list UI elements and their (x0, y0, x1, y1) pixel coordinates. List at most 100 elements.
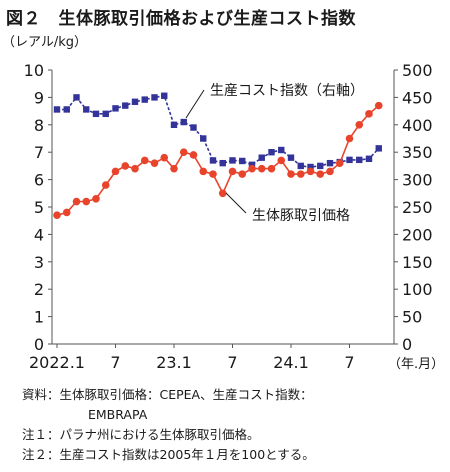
y-right-tick-label: 150 (402, 253, 433, 272)
y-left-tick-label: 6 (34, 171, 44, 190)
y-right-tick-label: 350 (402, 143, 433, 162)
cost-index-point (83, 106, 90, 113)
pig-price-point (62, 208, 71, 217)
pig-price-point (140, 156, 149, 165)
y-left-tick-label: 0 (34, 335, 44, 354)
x-tick-label: 7 (344, 353, 354, 372)
cost-index-point (239, 157, 246, 165)
cost-index-point (229, 157, 236, 164)
y-right-tick-label: 500 (402, 61, 433, 80)
y-left-tick-label: 9 (34, 88, 44, 107)
y-right-tick-label: 250 (402, 198, 433, 217)
cost-index-point (102, 110, 109, 118)
y-right-tick-label: 400 (402, 116, 433, 135)
series-layer (53, 92, 383, 220)
pig-price-point (277, 156, 286, 165)
y-right-tick-labels: 0 50 100 150 200 250 300 350 400 450 500 (394, 61, 433, 354)
x-tick-label: 7 (227, 353, 237, 372)
cost-index-point (346, 156, 353, 164)
pig-price-point (160, 153, 169, 162)
y-left-tick-label: 4 (34, 225, 44, 244)
notes: 資料：生体豚取引価格：CEPEA、生産コスト指数： EMBRAPA 注１：パラナ… (22, 385, 315, 465)
cost-index-point (63, 106, 70, 113)
pig-price-point (111, 167, 120, 176)
pig-price-point (248, 164, 256, 173)
pig-price-point (296, 170, 305, 178)
cost-index-point (122, 102, 129, 109)
y-left-tick-labels: 0 1 2 3 4 5 6 7 8 9 10 (24, 61, 52, 354)
cost-index-point (92, 110, 100, 118)
cost-index-point (287, 154, 295, 161)
series-line (57, 94, 380, 168)
cost-index-point (375, 145, 382, 152)
pig-price-point (150, 159, 159, 167)
cost-index-point (53, 106, 61, 113)
pig-price-point (72, 197, 81, 206)
pig-price-point (92, 194, 100, 203)
note-2: 注２：生産コスト指数は2005年１月を100とする。 (22, 447, 315, 462)
x-tick-label: 23.1 (156, 353, 192, 372)
y-right-tick-label: 450 (402, 88, 433, 107)
x-tick-label: 2022.1 (29, 353, 85, 372)
pig-price-point (306, 167, 315, 176)
pig-price-point (82, 197, 91, 206)
y-right-tick-label: 0 (402, 335, 412, 354)
pig-price-point (345, 134, 354, 143)
cost-index-point (356, 156, 363, 164)
cost-index-point (141, 96, 148, 103)
price-leader-line (225, 192, 247, 214)
x-tick-labels: 2022.1 7 23.1 7 24.1 7 (29, 344, 355, 372)
pig-price-point (326, 167, 334, 176)
pig-price-point (170, 164, 178, 173)
y-right-tick-label: 200 (402, 225, 433, 244)
y-left-tick-label: 7 (34, 143, 44, 162)
note-source: 資料：生体豚取引価格：CEPEA、生産コスト指数： (22, 387, 313, 402)
cost-index-point (151, 94, 158, 101)
x-tick-label: 24.1 (273, 353, 309, 372)
pig-price-point (218, 189, 227, 198)
pig-price-point (189, 151, 198, 159)
cost-index-point (112, 105, 119, 112)
y-left-tick-label: 2 (34, 280, 44, 299)
cost-index-point (326, 159, 334, 167)
cost-index-point (73, 94, 80, 101)
cost-index-point (209, 157, 217, 164)
cost-series-label: 生産コスト指数（右軸） (210, 83, 364, 99)
note-source-cont: EMBRAPA (88, 407, 148, 422)
cost-index-point (317, 162, 324, 170)
price-series-label: 生体豚取引価格 (252, 208, 350, 224)
cost-index-point (307, 163, 314, 171)
pig-price-point (131, 164, 139, 173)
pig-price-point (355, 121, 364, 129)
pig-price-point (267, 164, 276, 173)
pig-price-point (316, 170, 325, 178)
pig-price-point (335, 159, 344, 167)
cost-index-point (131, 98, 139, 105)
cost-index-point (190, 124, 197, 131)
x-unit-label: （年.月） (388, 357, 444, 372)
series-line (56, 104, 380, 216)
cost-index-point (200, 135, 207, 142)
y-left-tick-label: 8 (34, 116, 44, 135)
cost-index-point (365, 155, 373, 162)
cost-index-point (219, 159, 226, 167)
y-left-tick-label: 3 (34, 253, 44, 272)
pig-price-point (199, 167, 208, 176)
pig-price-point (53, 211, 61, 220)
series-pig-price (53, 101, 383, 220)
series-cost-index (53, 92, 382, 171)
cost-index-point (258, 154, 265, 161)
cost-index-point (180, 118, 187, 126)
y-left-tick-label: 5 (34, 198, 44, 217)
cost-leader-line (185, 89, 205, 119)
cost-index-point (161, 92, 168, 99)
cost-index-point (278, 146, 285, 154)
pig-price-point (238, 170, 247, 178)
pig-price-point (179, 148, 188, 156)
cost-index-point (268, 149, 275, 156)
pig-price-point (374, 101, 383, 110)
y-left-tick-label: 1 (34, 308, 44, 327)
pig-price-point (209, 170, 217, 178)
pig-price-point (287, 170, 295, 178)
